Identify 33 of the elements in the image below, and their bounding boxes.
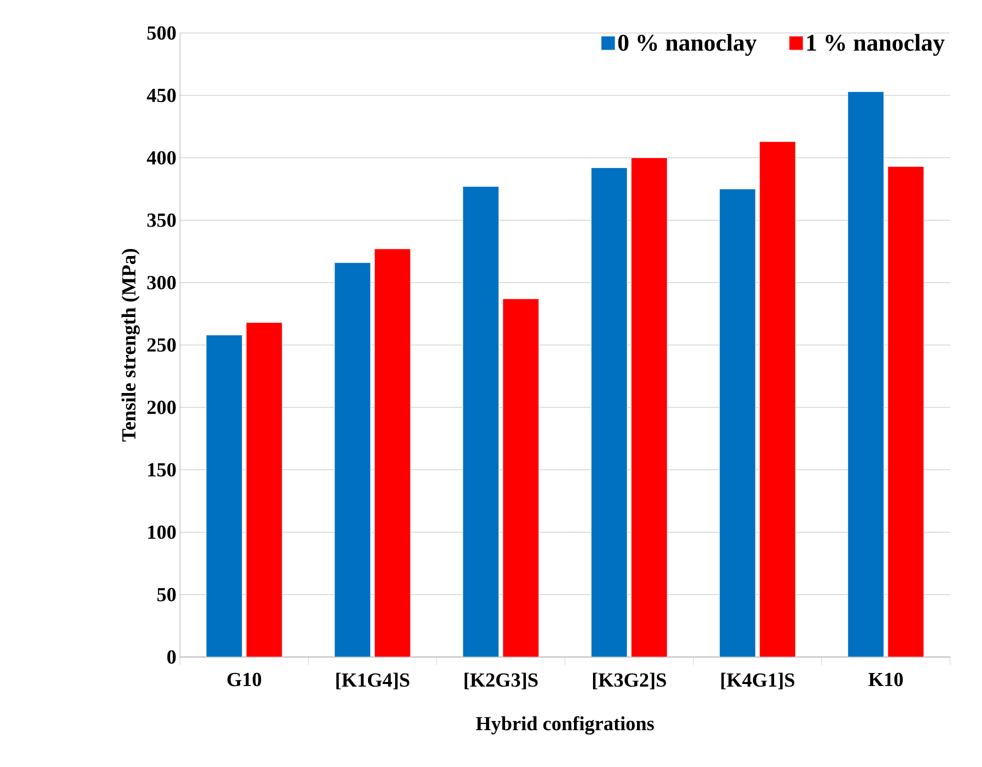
bar [719, 188, 756, 657]
bar [848, 91, 884, 657]
bar [334, 262, 371, 657]
legend-label: 0 % nanoclay [618, 34, 757, 56]
x-tick-label: [K1G4]S [336, 672, 410, 690]
y-tick-label: 500 [147, 26, 176, 40]
legend-label: 1 % nanoclay [807, 34, 945, 56]
bar [246, 322, 282, 657]
y-tick-label: 100 [148, 525, 176, 539]
x-tick-label: G10 [227, 672, 262, 686]
bar [462, 186, 500, 657]
bar [502, 298, 540, 657]
x-axis-title: Hybrid configrations [476, 716, 654, 735]
y-axis-title: Tensile strength (MPa) [122, 249, 140, 442]
y-tick-label: 0 [167, 650, 176, 664]
bar [759, 141, 796, 657]
y-tick-label: 300 [147, 276, 176, 290]
x-tick-label: [K3G2]S [593, 672, 666, 690]
x-tick-label: [K2G3]S [464, 672, 538, 690]
y-tick-label: 250 [147, 338, 176, 352]
y-tick-label: 200 [147, 400, 176, 414]
y-tick-label: 50 [157, 588, 176, 602]
bar [374, 248, 411, 657]
y-tick-label: 350 [147, 213, 176, 227]
bar [630, 158, 668, 657]
bar [206, 334, 242, 657]
y-tick-label: 400 [146, 151, 176, 165]
x-tick-label: [K4G1]S [721, 672, 794, 690]
bar [590, 168, 628, 657]
y-tick-label: 450 [146, 88, 176, 102]
x-tick-label: K10 [868, 672, 903, 686]
bar [888, 166, 924, 657]
y-tick-label: 150 [148, 463, 176, 477]
